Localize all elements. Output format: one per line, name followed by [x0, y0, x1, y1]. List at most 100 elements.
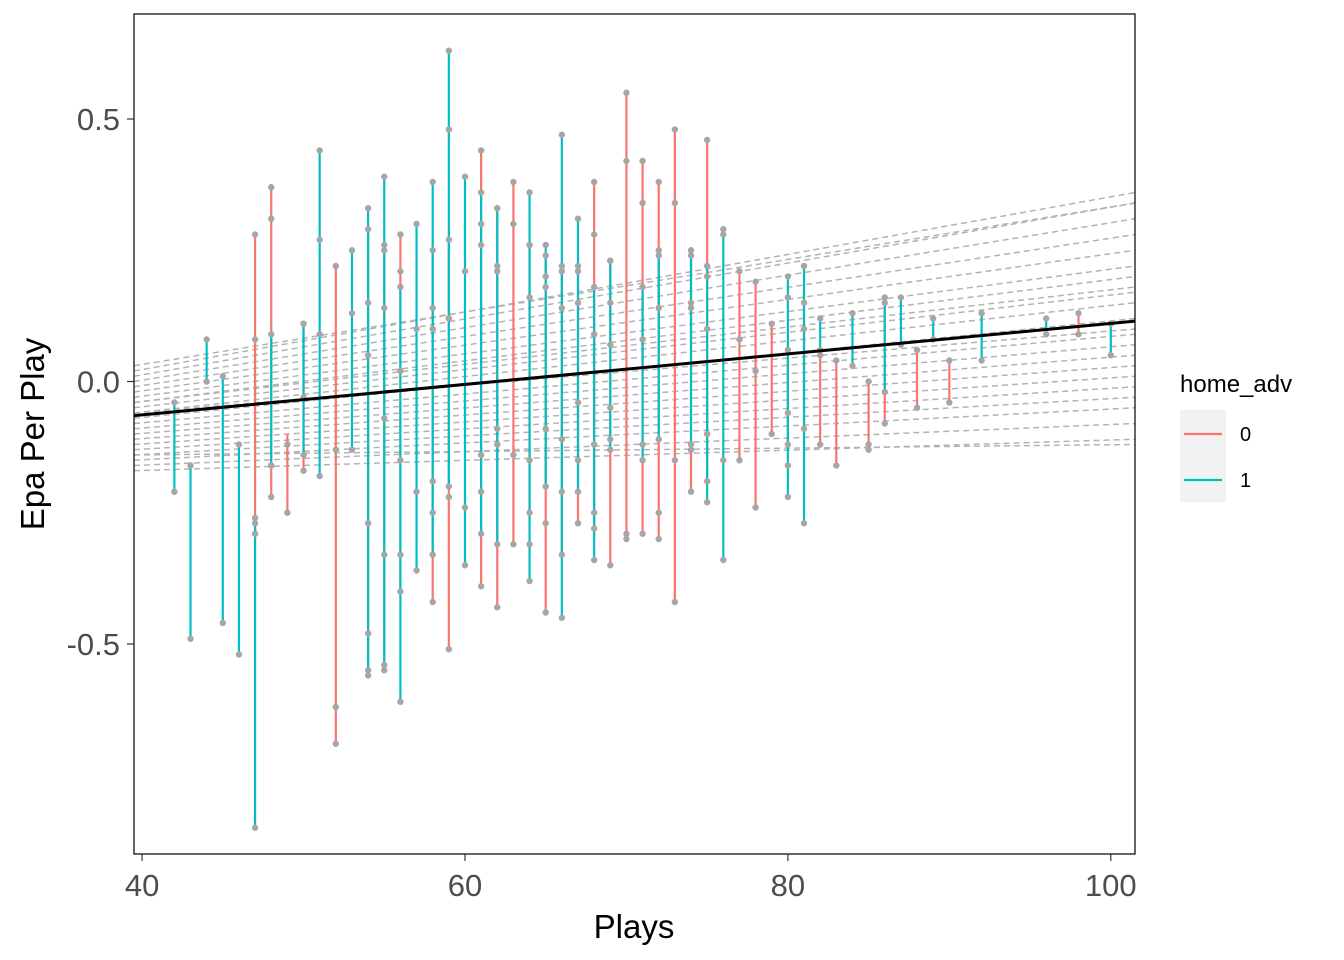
series-1-point-74	[574, 488, 582, 495]
series-1-point-76	[590, 331, 598, 338]
series-0-point-43	[494, 425, 501, 432]
series-1-point-45	[445, 315, 453, 322]
series-1-point-9	[235, 651, 243, 658]
series-1-point-73	[574, 399, 582, 406]
series-1-point-51	[477, 189, 485, 196]
series-0-point-42	[494, 262, 501, 270]
series-0-point-85	[671, 126, 679, 133]
series-0-point-96	[703, 478, 711, 485]
series-0-point-21	[381, 247, 388, 254]
x-axis-title: Plays	[594, 908, 675, 945]
series-1-point-32	[397, 367, 404, 375]
series-0-point-107	[784, 441, 792, 448]
series-0-point-16	[332, 740, 340, 747]
dashed-line-15	[133, 375, 1136, 446]
series-1-point-68	[558, 268, 566, 275]
series-0-point-71	[607, 436, 614, 443]
series-0-point-36	[445, 646, 453, 653]
series-0-point-65	[590, 178, 598, 186]
series-1-point-53	[477, 451, 485, 459]
series-0-point-88	[671, 598, 679, 606]
dashed-line-20	[133, 438, 1136, 472]
fit-line-layer	[133, 319, 1136, 418]
dashed-line-7	[133, 291, 1136, 409]
series-0-point-76	[623, 535, 630, 543]
dashed-line-16	[133, 386, 1136, 451]
series-1-point-75	[590, 283, 598, 291]
series-0-point-122	[946, 399, 953, 406]
dashed-line-5	[133, 265, 1136, 398]
series-0-point-115	[865, 441, 872, 448]
series-0-point-87	[671, 457, 679, 464]
series-0-point-55	[542, 520, 549, 527]
series-1-point-78	[590, 556, 598, 564]
series-0-point-116	[865, 446, 872, 453]
series-0-point-39	[477, 488, 485, 495]
series-1-point-62	[526, 577, 533, 585]
series-1-point-43	[445, 47, 453, 54]
series-0-point-110	[816, 352, 824, 359]
series-1-point-33	[397, 551, 404, 558]
x-axis: 40 60 80 100	[125, 854, 1137, 903]
series-0-point-89	[687, 247, 695, 254]
series-1-point-18	[316, 331, 323, 338]
series-0-point-56	[542, 609, 549, 616]
series-1-point-0	[171, 399, 178, 406]
series-0-point-45	[510, 178, 517, 186]
series-1-point-65	[542, 425, 549, 432]
series-0-point-23	[381, 415, 388, 422]
series-0-point-32	[429, 598, 436, 606]
series-0-point-112	[833, 357, 840, 364]
series-1-point-38	[413, 567, 420, 574]
series-1-point-35	[413, 220, 420, 228]
points-layer	[171, 47, 1114, 831]
dashed-line-13	[133, 354, 1136, 435]
series-1-point-119	[1043, 331, 1050, 338]
series-1-point-29	[381, 551, 388, 558]
series-1-point-17	[316, 236, 323, 243]
series-0-point-3	[251, 530, 259, 537]
series-1-point-54	[477, 530, 485, 537]
series-1-point-12	[268, 331, 275, 338]
series-1-point-58	[494, 541, 501, 548]
series-0-point-30	[429, 304, 436, 312]
series-0-point-66	[590, 231, 598, 238]
series-0-point-103	[768, 320, 775, 327]
y-axis-title: Epa Per Play	[14, 337, 51, 530]
dashed-lines	[133, 191, 1136, 472]
series-0-point-62	[574, 299, 582, 306]
series-1-point-72	[574, 268, 582, 275]
series-1-point-85	[639, 457, 646, 464]
series-0-point-75	[623, 530, 630, 537]
series-1-point-49	[461, 504, 469, 511]
series-1-point-36	[413, 325, 420, 333]
series-1-point-44	[445, 126, 453, 133]
series-1-point-48	[461, 268, 469, 275]
series-1-point-93	[703, 325, 711, 333]
series-0-point-121	[946, 357, 953, 364]
dashed-line-12	[133, 344, 1136, 430]
series-0-point-119	[913, 346, 921, 354]
series-1-point-64	[542, 273, 549, 280]
series-1-point-110	[881, 294, 888, 301]
series-1-point-34	[397, 698, 404, 705]
series-1-point-63	[542, 241, 549, 249]
series-0-point-74	[623, 157, 630, 165]
series-1-point-22	[348, 446, 356, 453]
dashed-line-4	[133, 249, 1136, 393]
series-0-point-54	[542, 283, 549, 291]
series-0-point-92	[687, 488, 695, 495]
series-0-point-73	[623, 89, 630, 96]
series-1-point-102	[784, 493, 792, 501]
series-0-point-61	[574, 262, 582, 270]
series-1-point-89	[687, 252, 695, 259]
series-1-point-88	[655, 436, 662, 443]
series-1-point-103	[800, 262, 808, 270]
series-1-point-5	[203, 378, 210, 385]
series-1-point-90	[687, 299, 695, 306]
series-0-point-9	[284, 509, 291, 516]
series-0-point-79	[639, 441, 646, 448]
series-1-point-52	[477, 241, 485, 249]
